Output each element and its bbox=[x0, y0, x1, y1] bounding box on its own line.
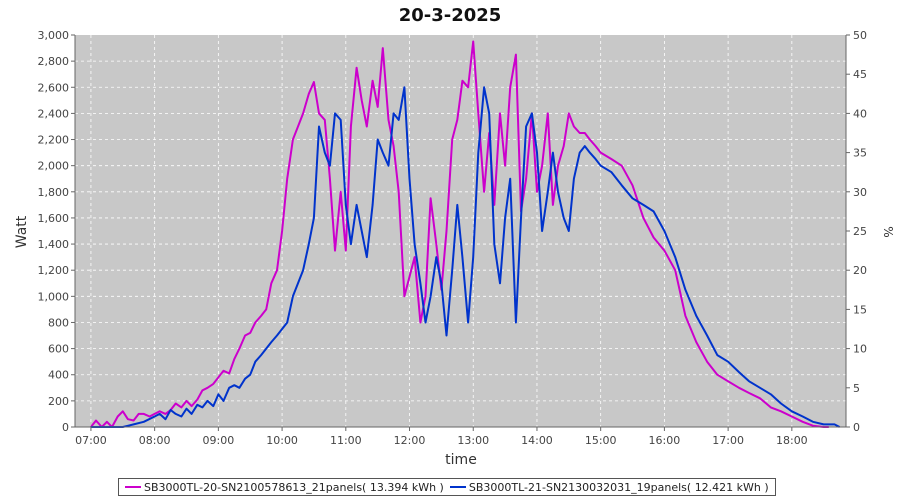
y2-tick-label: 5 bbox=[853, 382, 860, 395]
y-tick-label: 1,600 bbox=[38, 212, 70, 225]
y2-axis-label: % bbox=[881, 226, 895, 237]
legend-label-2: SB3000TL-21-SN2130032031_19panels( 12.42… bbox=[468, 480, 769, 494]
y-tick-label: 200 bbox=[48, 395, 69, 408]
y-tick-label: 1,000 bbox=[38, 290, 70, 303]
x-tick-label: 11:00 bbox=[330, 434, 362, 447]
y2-tick-label: 20 bbox=[853, 264, 867, 277]
y-tick-label: 1,200 bbox=[38, 264, 70, 277]
series-line-1 bbox=[90, 40, 829, 428]
x-tick-label: 10:00 bbox=[266, 434, 298, 447]
y-tick-label: 1,800 bbox=[38, 186, 70, 199]
y2-tick-label: 35 bbox=[853, 147, 867, 160]
x-tick-label: 17:00 bbox=[712, 434, 744, 447]
x-tick-label: 14:00 bbox=[521, 434, 553, 447]
legend-item-2: SB3000TL-21-SN2130032031_19panels( 12.42… bbox=[449, 480, 769, 494]
x-tick-label: 15:00 bbox=[585, 434, 617, 447]
y-tick-label: 800 bbox=[48, 316, 69, 329]
legend-label-1: SB3000TL-20-SN2100578613_21panels( 13.39… bbox=[144, 480, 444, 494]
grid bbox=[75, 35, 846, 427]
axes: 02004006008001,0001,2001,4001,6001,8002,… bbox=[38, 29, 868, 447]
x-tick-label: 18:00 bbox=[776, 434, 808, 447]
x-tick-label: 12:00 bbox=[394, 434, 426, 447]
y2-tick-label: 40 bbox=[853, 107, 867, 120]
x-tick-label: 16:00 bbox=[649, 434, 681, 447]
y-tick-label: 1,400 bbox=[38, 238, 70, 251]
x-tick-label: 08:00 bbox=[139, 434, 171, 447]
x-tick-label: 07:00 bbox=[75, 434, 107, 447]
y2-tick-label: 25 bbox=[853, 225, 867, 238]
legend: SB3000TL-20-SN2100578613_21panels( 13.39… bbox=[118, 478, 776, 496]
y2-tick-label: 0 bbox=[853, 421, 860, 434]
y-tick-label: 3,000 bbox=[38, 29, 70, 42]
chart-title: 20-3-2025 bbox=[399, 5, 502, 26]
series-line-2 bbox=[90, 86, 841, 428]
y2-tick-label: 45 bbox=[853, 68, 867, 81]
y-tick-label: 2,400 bbox=[38, 107, 70, 120]
series-lines bbox=[90, 40, 841, 428]
y2-tick-label: 30 bbox=[853, 186, 867, 199]
y-tick-label: 2,200 bbox=[38, 134, 70, 147]
y-tick-label: 2,000 bbox=[38, 160, 70, 173]
legend-item-1: SB3000TL-20-SN2100578613_21panels( 13.39… bbox=[125, 481, 444, 494]
x-tick-label: 09:00 bbox=[203, 434, 235, 447]
y2-tick-label: 50 bbox=[853, 29, 867, 42]
legend-swatch-1 bbox=[125, 486, 141, 488]
y-tick-label: 2,800 bbox=[38, 55, 70, 68]
y2-tick-label: 15 bbox=[853, 303, 867, 316]
y2-tick-label: 10 bbox=[853, 343, 867, 356]
x-tick-label: 13:00 bbox=[457, 434, 489, 447]
legend-swatch-2 bbox=[449, 486, 466, 488]
y-tick-label: 600 bbox=[48, 343, 69, 356]
x-axis-label: time bbox=[445, 452, 477, 468]
y-tick-label: 0 bbox=[62, 421, 69, 434]
y-tick-label: 400 bbox=[48, 369, 69, 382]
y-tick-label: 2,600 bbox=[38, 81, 70, 94]
y-axis-label: Watt bbox=[14, 215, 30, 248]
